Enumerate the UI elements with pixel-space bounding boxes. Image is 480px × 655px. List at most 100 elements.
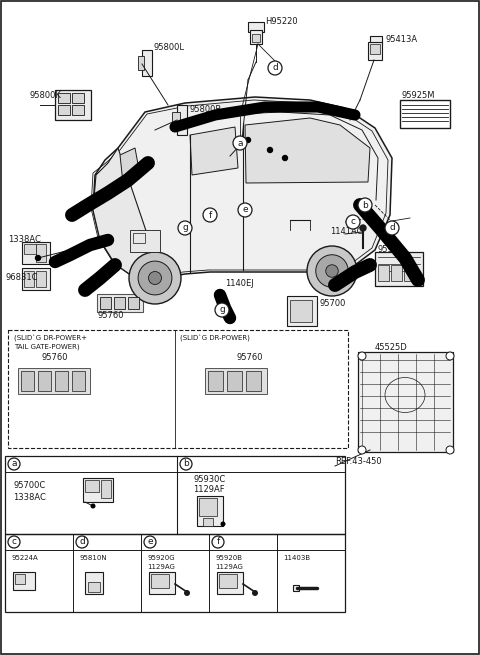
Circle shape [446, 446, 454, 454]
Text: 95413A: 95413A [385, 35, 417, 45]
Bar [368, 42, 382, 60]
Text: 95700C: 95700C [13, 481, 45, 491]
Bar [142, 50, 152, 76]
Circle shape [316, 255, 348, 288]
Text: TAIL GATE-POWER): TAIL GATE-POWER) [14, 344, 80, 350]
Text: 1129AG: 1129AG [147, 564, 175, 570]
Bar [55, 371, 68, 391]
Bar [203, 518, 213, 526]
Bar [370, 44, 380, 54]
Circle shape [138, 261, 172, 295]
Text: e: e [147, 538, 153, 546]
Bar [227, 371, 242, 391]
Bar [378, 265, 389, 281]
Text: 45525D: 45525D [375, 343, 408, 352]
Circle shape [91, 504, 96, 508]
Bar [177, 105, 187, 135]
Bar [205, 368, 267, 394]
Circle shape [268, 61, 282, 75]
Bar [85, 572, 103, 594]
Polygon shape [245, 118, 370, 183]
Text: H95220: H95220 [265, 18, 298, 26]
Text: c: c [12, 538, 16, 546]
Text: a: a [11, 460, 17, 468]
Circle shape [8, 458, 20, 470]
Text: 95925M: 95925M [401, 92, 434, 100]
Text: 1338AC: 1338AC [13, 493, 46, 502]
Bar [133, 233, 145, 243]
Bar [138, 56, 144, 70]
Bar [400, 100, 450, 128]
Bar [149, 572, 175, 594]
Bar [172, 112, 180, 128]
Bar [88, 582, 100, 592]
Bar [85, 480, 99, 492]
Circle shape [148, 272, 161, 284]
Bar [391, 265, 402, 281]
Circle shape [76, 536, 88, 548]
Text: 95800L: 95800L [153, 43, 184, 52]
Bar [290, 300, 312, 322]
Polygon shape [190, 127, 238, 175]
Circle shape [203, 208, 217, 222]
Text: e: e [242, 206, 248, 214]
Text: 95800R: 95800R [189, 105, 221, 115]
Bar [358, 352, 453, 452]
Text: b: b [183, 460, 189, 468]
Bar [22, 242, 50, 264]
Bar [36, 244, 46, 262]
Bar [208, 371, 223, 391]
Bar [250, 30, 262, 44]
Text: d: d [389, 223, 395, 233]
Text: 1141AC: 1141AC [330, 227, 362, 236]
Text: 95910: 95910 [378, 246, 404, 255]
Bar [219, 574, 237, 588]
Text: 95760: 95760 [97, 312, 123, 320]
Circle shape [358, 198, 372, 212]
Bar [5, 534, 345, 612]
Circle shape [215, 303, 229, 317]
Bar [248, 22, 264, 32]
Bar [58, 93, 70, 103]
Bar [55, 90, 91, 120]
Bar [83, 478, 113, 502]
Bar [24, 244, 36, 254]
Circle shape [252, 590, 258, 596]
Bar [252, 34, 260, 42]
Circle shape [385, 221, 399, 235]
Polygon shape [93, 97, 392, 280]
Circle shape [8, 536, 20, 548]
Bar [217, 572, 243, 594]
Circle shape [144, 536, 156, 548]
Bar [5, 456, 345, 534]
Bar [58, 105, 70, 115]
Bar [151, 574, 169, 588]
Text: f: f [208, 210, 212, 219]
Bar [100, 297, 111, 309]
Text: d: d [79, 538, 85, 546]
Circle shape [360, 225, 366, 231]
Circle shape [238, 203, 252, 217]
Bar [72, 105, 84, 115]
Bar [197, 496, 223, 526]
Bar [13, 572, 35, 590]
Bar [15, 574, 25, 584]
Text: REF.43-450: REF.43-450 [335, 457, 382, 466]
Text: 95800K: 95800K [30, 90, 62, 100]
Text: b: b [362, 200, 368, 210]
Text: a: a [237, 138, 243, 147]
Circle shape [180, 458, 192, 470]
Text: 95760: 95760 [237, 354, 263, 362]
Bar [22, 268, 50, 290]
Bar [404, 265, 415, 281]
Bar [293, 585, 299, 591]
Circle shape [267, 147, 273, 153]
Circle shape [212, 536, 224, 548]
Circle shape [283, 155, 288, 160]
Text: 95224A: 95224A [11, 555, 38, 561]
Circle shape [307, 246, 357, 296]
Text: f: f [216, 538, 220, 546]
Text: 95810N: 95810N [79, 555, 107, 561]
Text: c: c [350, 217, 356, 227]
Text: 95920G: 95920G [147, 555, 175, 561]
